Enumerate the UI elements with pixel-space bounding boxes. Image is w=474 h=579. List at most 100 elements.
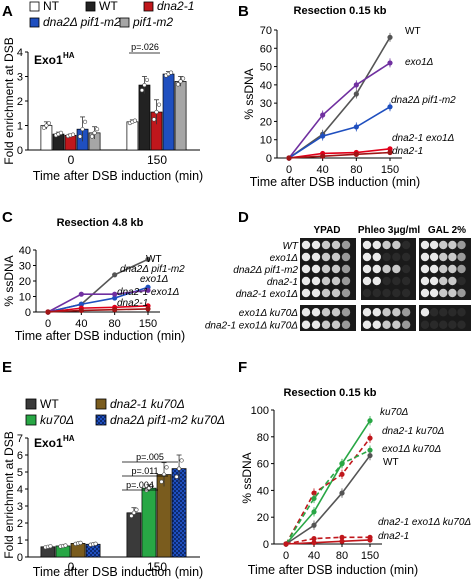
- series-label-dna2-1-ku70: dna2-1 ku70Δ: [382, 426, 445, 437]
- bar-dna2-1-ku70-150: [156, 474, 172, 558]
- colony-spot: [331, 252, 341, 262]
- panel-e-bar-chart: 0 1 2 3 4 5 6 7 0 150 Fold enrichment at DSB Time a…: [2, 397, 225, 579]
- colony-spot: [382, 252, 391, 262]
- chart-title: Resection 4.8 kb: [57, 217, 144, 229]
- colony-spot: [341, 252, 351, 262]
- replicate-dot: [129, 513, 134, 518]
- y-axis-label: Fold enrichment at DSB: [2, 37, 16, 164]
- colony-spot: [429, 308, 439, 317]
- colony-spot: [439, 308, 448, 317]
- series-line-wt: [285, 455, 371, 545]
- series-label-dna2-1: dna2-1: [378, 531, 409, 542]
- p-value-label: p=.004: [126, 480, 154, 490]
- colony-spot: [311, 288, 321, 298]
- p-value-label: p=.005: [136, 452, 164, 462]
- x-axis-label: Time after DSB induction (min): [33, 169, 203, 183]
- chart-title-sup: HA: [63, 51, 75, 60]
- x-tick-label: 0: [283, 550, 289, 562]
- colony-spot: [382, 320, 391, 329]
- strain-label: dna2Δ pif1-m2: [233, 265, 298, 276]
- colony-spot: [392, 308, 401, 317]
- colony-spot: [392, 240, 401, 250]
- colony-spot: [448, 288, 457, 298]
- colony-spot: [401, 240, 411, 250]
- colony-spot: [420, 252, 430, 262]
- condition-header: YPAD: [313, 225, 340, 236]
- bar-wt-150: [126, 512, 142, 558]
- panel-letter-f: F: [238, 359, 247, 376]
- x-tick-label: 0: [68, 153, 75, 167]
- colony-spot: [372, 320, 381, 329]
- colony-spot: [311, 240, 321, 250]
- y-tick-label: 3: [17, 72, 23, 84]
- colony-spot: [457, 308, 466, 317]
- series-line-dna2-1-exo1: [288, 148, 391, 159]
- chart-title: Exo1: [34, 436, 63, 450]
- series-label-wt: WT: [405, 26, 421, 37]
- colony-spot: [457, 264, 466, 274]
- y-tick-label: 60: [257, 459, 269, 471]
- colony-spot: [321, 276, 331, 286]
- y-tick-label: 60: [260, 43, 272, 55]
- data-point-dna2-1-exo1: [387, 146, 393, 152]
- data-point-dna2-1: [78, 307, 84, 314]
- replicate-dot: [151, 117, 157, 122]
- panel-letter-a: A: [2, 3, 13, 20]
- colony-spot: [341, 240, 351, 250]
- x-tick-label: 40: [317, 164, 329, 176]
- colony-spot: [420, 288, 430, 298]
- y-tick-label: 0: [25, 307, 31, 319]
- condition-header: GAL 2%: [428, 225, 466, 236]
- replicate-dot: [149, 484, 154, 489]
- colony-spot: [372, 288, 381, 298]
- replicate-dot: [132, 118, 138, 123]
- colony-spot: [311, 276, 321, 286]
- colony-spot: [392, 264, 401, 274]
- y-tick-label: 1: [17, 121, 23, 133]
- colony-spot: [321, 308, 331, 317]
- replicate-dot: [156, 102, 162, 107]
- colony-spot: [331, 308, 341, 317]
- series-label-dna2-pif1-m2: dna2Δ pif1-m2: [120, 264, 185, 275]
- chart-title-sup: HA: [63, 434, 75, 443]
- replicate-dot: [92, 130, 97, 135]
- x-tick-label: 0: [45, 318, 51, 330]
- colony-spot: [448, 240, 457, 250]
- colony-spot: [311, 252, 321, 262]
- colony-spot: [341, 276, 351, 286]
- colony-spot: [420, 308, 430, 317]
- colony-spot: [311, 308, 321, 317]
- colony-spot: [401, 320, 411, 329]
- replicate-dot: [63, 543, 68, 548]
- x-axis-label: Time after DSB induction (min): [250, 175, 420, 189]
- colony-spot: [341, 308, 351, 317]
- replicate-dot: [93, 541, 98, 546]
- replicate-dot: [179, 458, 184, 463]
- colony-spot: [457, 240, 466, 250]
- y-tick-label: 4: [17, 47, 23, 59]
- y-tick-label: 4: [17, 484, 23, 496]
- colony-spot: [439, 320, 448, 329]
- replicate-dot: [164, 465, 169, 470]
- colony-spot: [372, 240, 381, 250]
- colony-spot: [382, 276, 391, 286]
- legend-label: dna2Δ pif1-m2 ku70Δ: [110, 413, 225, 427]
- legend-label: WT: [40, 397, 59, 411]
- colony-spot: [420, 320, 430, 329]
- colony-spot: [362, 276, 372, 286]
- data-point-dna2-1: [112, 307, 118, 313]
- legend-label: dna2-1 ku70Δ: [110, 397, 185, 411]
- data-point-dna2-1: [45, 309, 51, 315]
- y-tick-label: 40: [19, 245, 31, 257]
- colony-spot: [321, 288, 331, 298]
- y-tick-label: 6: [17, 450, 23, 462]
- replicate-dot: [180, 76, 186, 81]
- legend-swatch: [25, 414, 37, 426]
- series-label-wt: WT: [383, 457, 399, 468]
- y-tick-label: 3: [17, 501, 23, 513]
- replicate-dot: [82, 119, 88, 124]
- chart-title: Resection 0.15 kb: [284, 387, 377, 399]
- colony-spot: [301, 288, 311, 298]
- panel-letter-b: B: [238, 3, 249, 20]
- legend-label: dna2Δ pif1-m2: [43, 15, 121, 29]
